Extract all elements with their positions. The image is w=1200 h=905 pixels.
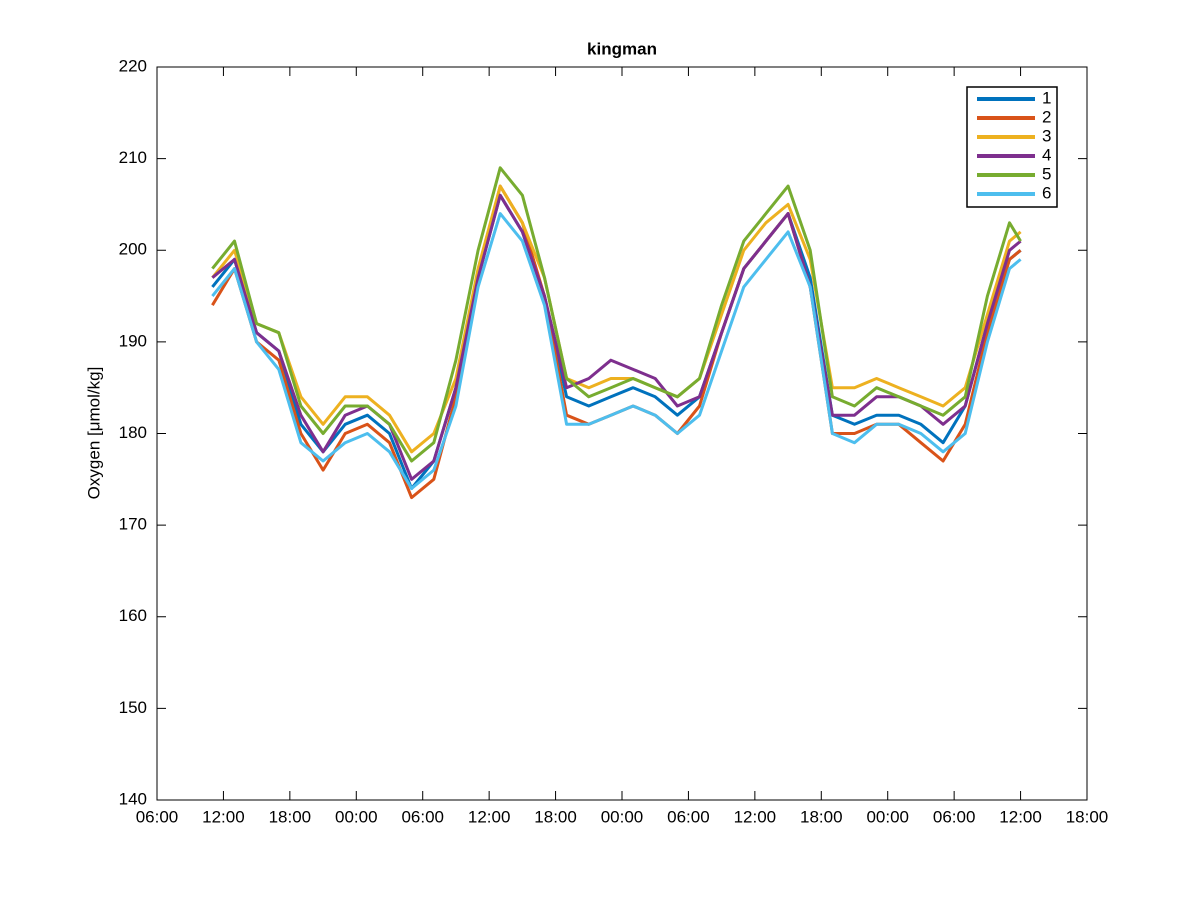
x-tick-label: 00:00 bbox=[335, 807, 378, 826]
data-line bbox=[211, 184, 1022, 454]
legend-label: 5 bbox=[1042, 164, 1051, 183]
legend-label: 2 bbox=[1042, 107, 1051, 126]
x-tick-label: 00:00 bbox=[866, 807, 909, 826]
legend-label: 6 bbox=[1042, 183, 1051, 202]
data-line bbox=[211, 166, 1022, 463]
x-tick-label: 06:00 bbox=[136, 807, 179, 826]
x-tick-label: 12:00 bbox=[468, 807, 511, 826]
y-tick-label: 150 bbox=[119, 698, 147, 717]
y-tick-label: 180 bbox=[119, 423, 147, 442]
x-tick-label: 18:00 bbox=[800, 807, 843, 826]
x-tick-label: 06:00 bbox=[401, 807, 444, 826]
legend-label: 3 bbox=[1042, 126, 1051, 145]
x-tick-label: 12:00 bbox=[999, 807, 1042, 826]
x-tick-label: 12:00 bbox=[202, 807, 245, 826]
y-tick-label: 140 bbox=[119, 789, 147, 808]
legend-label: 1 bbox=[1042, 88, 1051, 107]
legend-label: 4 bbox=[1042, 145, 1051, 164]
x-tick-label: 06:00 bbox=[667, 807, 710, 826]
x-tick-label: 18:00 bbox=[1066, 807, 1109, 826]
y-tick-label: 220 bbox=[119, 56, 147, 75]
y-tick-label: 200 bbox=[119, 240, 147, 259]
y-tick-label: 210 bbox=[119, 148, 147, 167]
x-tick-label: 18:00 bbox=[534, 807, 577, 826]
x-tick-label: 06:00 bbox=[933, 807, 976, 826]
chart-title: kingman bbox=[587, 39, 657, 58]
legend-box bbox=[966, 86, 1058, 208]
data-line bbox=[211, 212, 1022, 490]
x-tick-label: 18:00 bbox=[269, 807, 312, 826]
x-tick-label: 00:00 bbox=[601, 807, 644, 826]
y-tick-label: 160 bbox=[119, 606, 147, 625]
y-axis-label: Oxygen [μmol/kg] bbox=[84, 367, 103, 500]
y-tick-label: 170 bbox=[119, 515, 147, 534]
y-tick-label: 190 bbox=[119, 331, 147, 350]
data-line bbox=[211, 193, 1022, 490]
x-tick-label: 12:00 bbox=[734, 807, 777, 826]
